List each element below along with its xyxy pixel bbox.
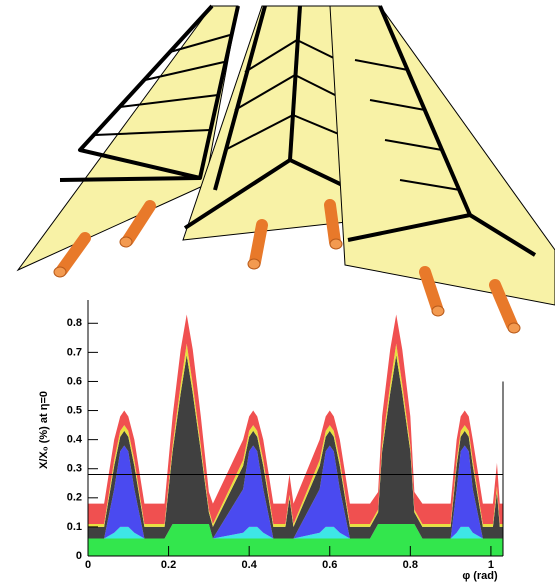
pipe-end <box>54 267 66 277</box>
y-tick-label: 0.2 <box>67 492 82 504</box>
y-tick-label: 0.8 <box>67 317 82 329</box>
pipe-end <box>120 237 132 247</box>
x-tick-label: 0.2 <box>161 559 176 571</box>
pipe-end <box>330 239 342 249</box>
figure: 00.10.20.30.40.50.60.70.800.20.40.60.81 … <box>0 0 555 585</box>
detector-rendering <box>18 6 555 333</box>
y-tick-label: 0.7 <box>67 346 82 358</box>
cooling-pipe <box>255 225 262 262</box>
cooling-pipe <box>330 205 335 242</box>
x-tick-label: 0.6 <box>322 559 337 571</box>
y-tick-label: 0.5 <box>67 404 82 416</box>
pipe-end <box>432 306 444 316</box>
x-tick-label: 0 <box>85 559 91 571</box>
y-tick-label: 0 <box>76 550 82 562</box>
y-axis-label: X/X₀ (%) at η=0 <box>38 391 50 469</box>
x-tick-label: 0.8 <box>403 559 418 571</box>
stacked-area <box>88 315 503 524</box>
x-tick-label: 0.4 <box>242 559 258 571</box>
y-tick-label: 0.3 <box>67 463 82 475</box>
y-tick-label: 0.6 <box>67 375 82 387</box>
y-tick-label: 0.1 <box>67 521 82 533</box>
pipe-end <box>508 323 520 333</box>
y-tick-label: 0.4 <box>67 434 83 446</box>
x-axis-label: φ (rad) <box>462 570 498 582</box>
pipe-end <box>248 259 260 269</box>
